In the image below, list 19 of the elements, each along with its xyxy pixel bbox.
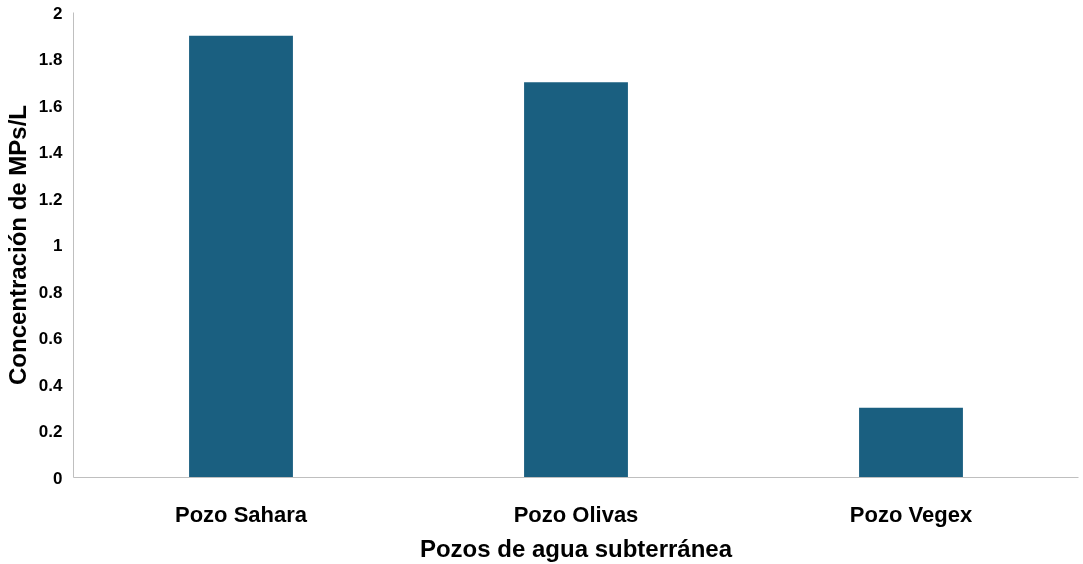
x-tick-label: Pozo Olivas xyxy=(513,501,639,527)
x-tick-label: Pozo Vegex xyxy=(849,501,973,527)
y-tick-label: 0 xyxy=(53,468,63,488)
y-tick-label: 1 xyxy=(53,236,63,255)
x-axis-title: Pozos de agua subterránea xyxy=(419,534,733,562)
y-tick-label: 1.6 xyxy=(38,96,63,116)
bar xyxy=(859,407,963,478)
y-tick-label: 1.2 xyxy=(38,189,63,209)
y-axis-title: Concentración de MPs/L xyxy=(3,104,31,386)
y-tick-label: 0.6 xyxy=(38,329,63,348)
y-tick-label: 1.4 xyxy=(38,143,64,162)
y-tick-label: 0.4 xyxy=(38,375,64,395)
bar xyxy=(189,35,293,478)
y-tick-label: 0.2 xyxy=(38,422,63,441)
bar xyxy=(524,82,628,478)
y-tick-label: 1.8 xyxy=(38,50,63,69)
y-tick-label: 0.8 xyxy=(38,282,63,302)
x-tick-label: Pozo Sahara xyxy=(174,501,308,527)
y-tick-label: 2 xyxy=(53,3,63,23)
